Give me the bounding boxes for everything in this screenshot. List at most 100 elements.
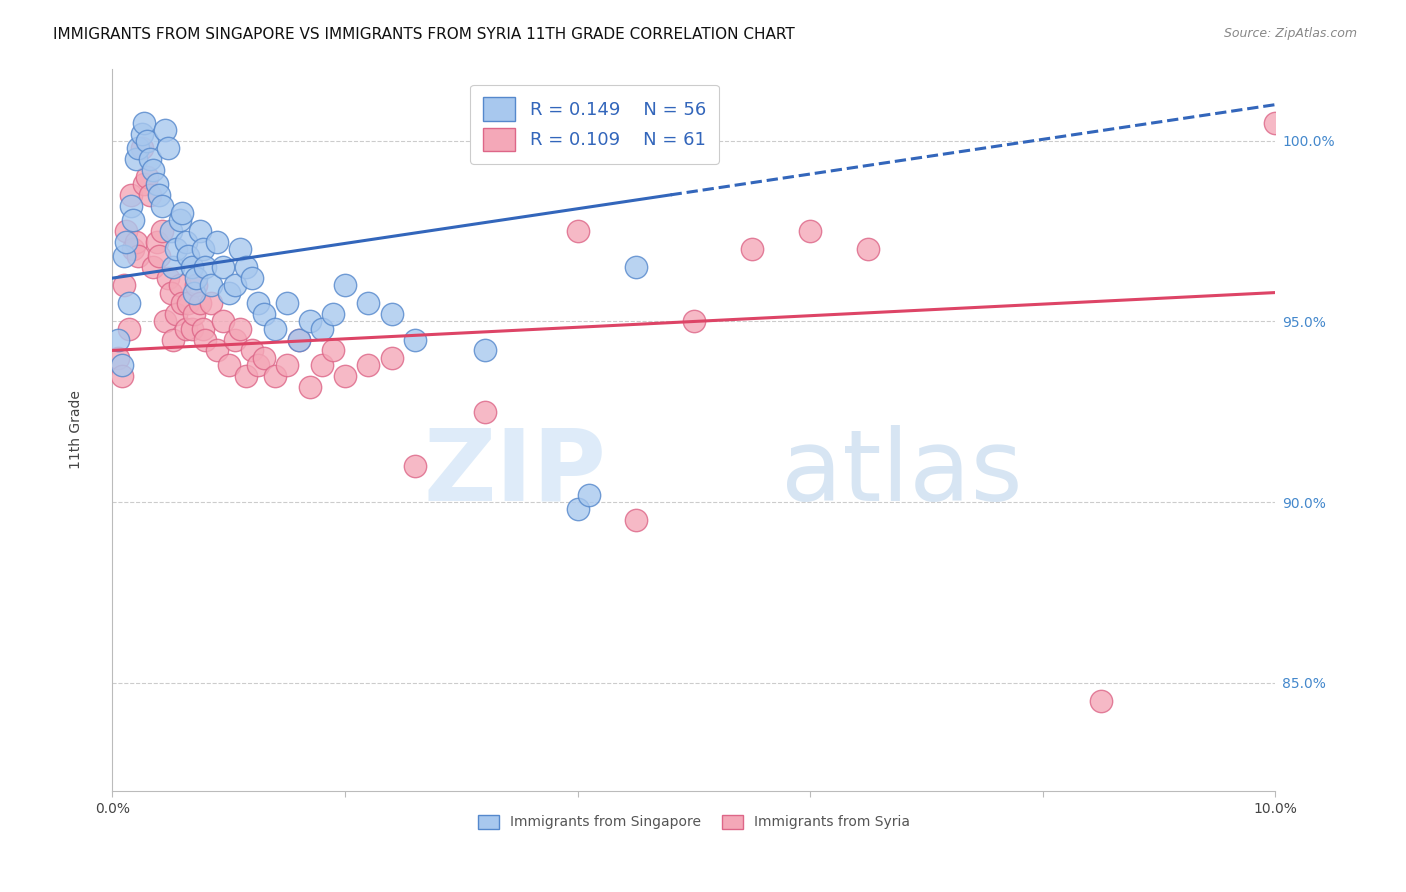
Point [212,314,235,328]
Point [115,224,138,238]
Point [578,488,600,502]
Point [153,314,176,328]
Point [125,235,148,249]
Point [111,358,134,372]
Point [152,199,174,213]
Text: Source: ZipAtlas.com: Source: ZipAtlas.com [1223,27,1357,40]
Point [148,188,170,202]
Point [125,152,148,166]
Text: ZIP: ZIP [423,425,606,522]
Point [311,322,333,336]
Point [205,343,228,358]
Point [333,278,356,293]
Point [152,224,174,238]
Point [200,296,222,310]
Point [112,278,135,293]
Point [624,260,647,275]
Point [180,260,202,275]
Point [322,343,344,358]
Point [120,199,142,213]
Point [253,351,276,365]
Point [229,242,252,256]
Point [174,322,197,336]
Point [229,322,252,336]
Point [122,242,145,256]
Point [111,368,134,383]
Point [246,296,269,310]
Point [174,235,197,249]
Point [682,314,704,328]
Point [333,368,356,383]
Point [136,169,159,184]
Point [132,177,155,191]
Point [404,333,426,347]
Point [157,141,180,155]
Point [142,260,165,275]
Point [311,358,333,372]
Point [165,242,187,256]
Point [118,322,141,336]
Point [246,358,269,372]
Point [235,368,257,383]
Point [276,296,298,310]
Point [624,513,647,527]
Point [357,358,380,372]
Y-axis label: 11th Grade: 11th Grade [69,391,83,469]
Point [169,278,191,293]
Point [299,314,322,328]
Point [240,271,263,285]
Point [188,296,211,310]
Point [380,351,402,365]
Point [138,188,160,202]
Point [165,307,187,321]
Point [132,116,155,130]
Point [157,271,180,285]
Point [194,260,217,275]
Point [107,333,129,347]
Point [112,249,135,263]
Point [357,296,380,310]
Point [127,141,149,155]
Point [218,358,240,372]
Point [145,177,167,191]
Point [136,134,159,148]
Point [193,242,215,256]
Point [240,343,263,358]
Point [474,405,496,419]
Point [177,296,200,310]
Point [145,235,167,249]
Point [148,249,170,263]
Point [183,307,205,321]
Point [264,322,287,336]
Point [127,249,149,263]
Point [224,278,246,293]
Point [200,278,222,293]
Point [567,502,589,516]
Point [193,322,215,336]
Point [380,307,402,321]
Point [799,224,821,238]
Point [159,285,181,300]
Point [287,333,309,347]
Point [322,307,344,321]
Point [287,333,309,347]
Point [177,249,200,263]
Point [107,351,129,365]
Point [153,123,176,137]
Point [264,368,287,383]
Point [172,296,194,310]
Point [169,213,191,227]
Point [183,285,205,300]
Point [212,260,235,275]
Point [741,242,763,256]
Point [120,188,142,202]
Point [253,307,276,321]
Point [218,285,240,300]
Point [567,224,589,238]
Point [138,152,160,166]
Point [159,224,181,238]
Point [162,333,184,347]
Point [205,235,228,249]
Point [299,379,322,393]
Point [235,260,257,275]
